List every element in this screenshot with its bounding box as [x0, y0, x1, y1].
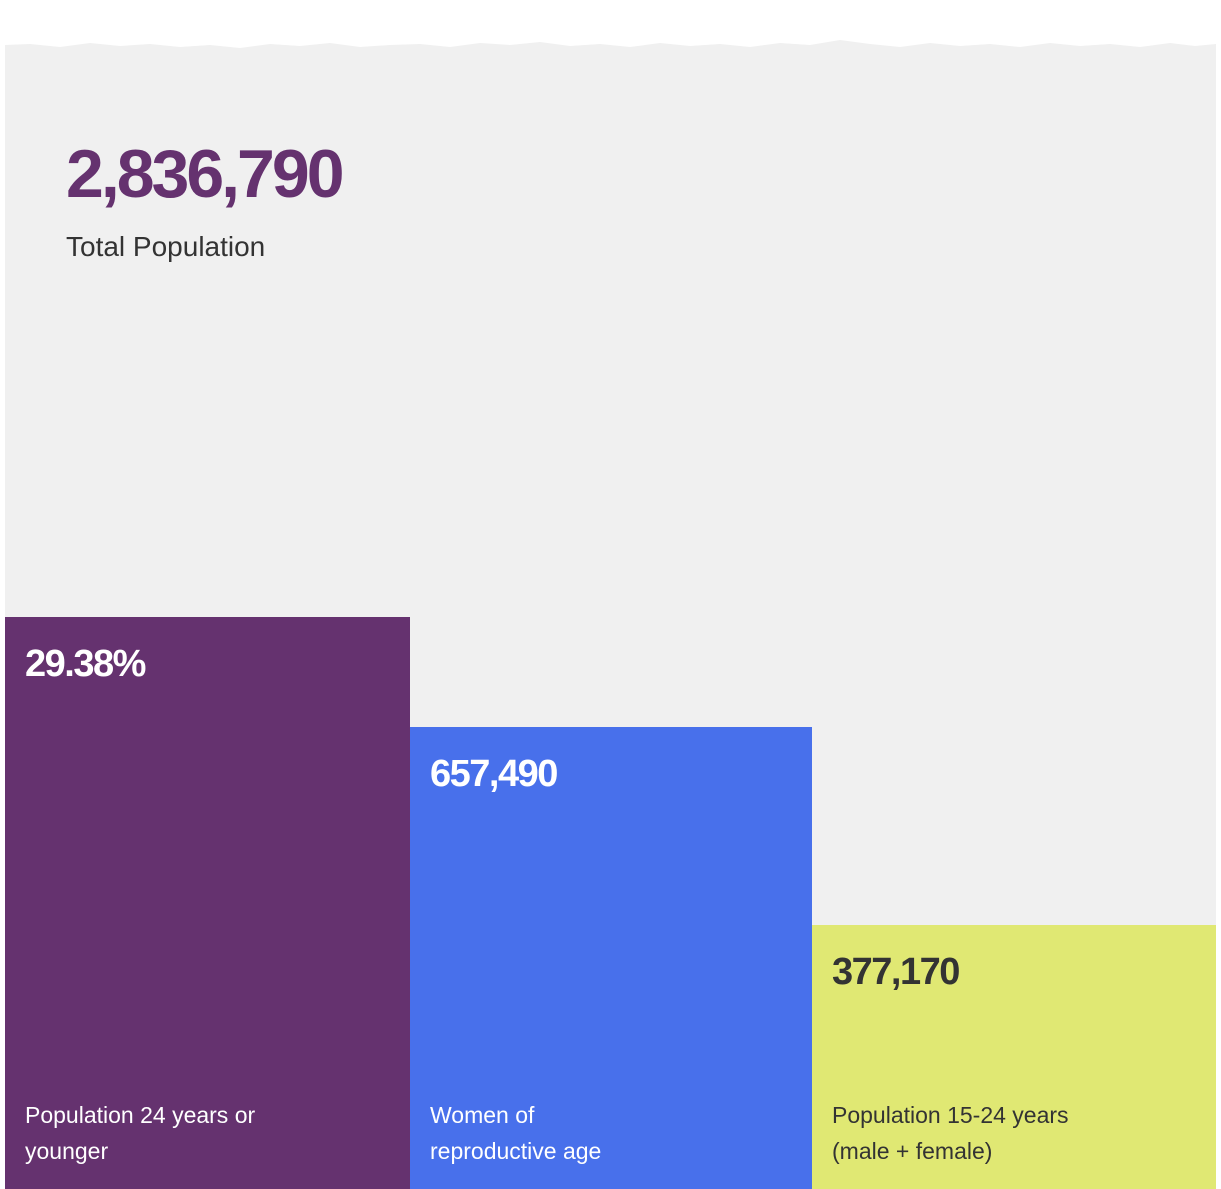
total-population-block: 2,836,790 Total Population — [66, 134, 345, 264]
bar-population-24-or-younger: 29.38% Population 24 years or younger — [5, 617, 410, 1189]
bar-value-label: 29.38% — [25, 643, 146, 685]
bar-population-15-24: 377,170 Population 15-24 years (male + f… — [812, 925, 1216, 1189]
bar-category-label: Population 24 years or younger — [25, 1102, 256, 1164]
bar-category-label: Women of reproductive age — [430, 1102, 602, 1164]
bar-value-label: 657,490 — [430, 753, 558, 795]
total-population-value: 2,836,790 — [66, 136, 345, 212]
bar-value-label: 377,170 — [832, 951, 960, 993]
bar-women-reproductive-age: 657,490 Women of reproductive age — [410, 727, 812, 1189]
bar-category-label: Population 15-24 years (male + female) — [832, 1102, 1069, 1164]
total-population-label: Total Population — [66, 231, 266, 262]
